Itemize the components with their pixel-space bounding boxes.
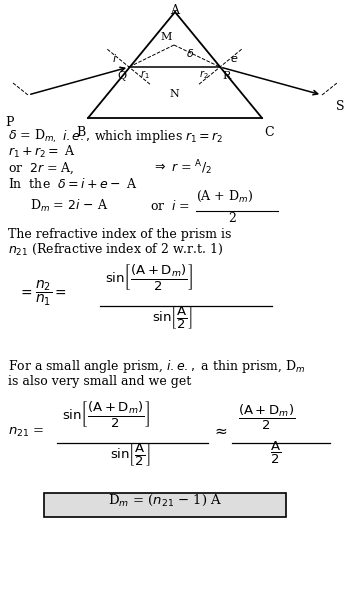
Text: For a small angle prism, $i.e.,$ a thin prism, D$_m$: For a small angle prism, $i.e.,$ a thin … — [8, 358, 306, 375]
Text: $n_{21}$ =: $n_{21}$ = — [8, 426, 44, 439]
Text: $i$: $i$ — [112, 52, 118, 64]
Text: $r_1$: $r_1$ — [140, 68, 150, 81]
Text: $r_1 + r_2 =$ A: $r_1 + r_2 =$ A — [8, 144, 76, 160]
Text: or  $i$ =: or $i$ = — [150, 199, 190, 213]
Text: The refractive index of the prism is: The refractive index of the prism is — [8, 228, 231, 241]
Text: B: B — [76, 126, 86, 139]
Text: $\sin\!\left[\dfrac{(\mathrm{A} + \mathrm{D}_m)}{2}\right]$: $\sin\!\left[\dfrac{(\mathrm{A} + \mathr… — [105, 262, 193, 293]
Text: $\approx$: $\approx$ — [212, 424, 228, 438]
Text: $\sin\!\left[\dfrac{(\mathrm{A} + \mathrm{D}_m)}{2}\right]$: $\sin\!\left[\dfrac{(\mathrm{A} + \mathr… — [62, 400, 150, 429]
Text: $\delta$ = D$_{m,}$: $\delta$ = D$_{m,}$ — [8, 128, 57, 145]
Text: $r_2$: $r_2$ — [199, 68, 209, 81]
Text: $n_{21}$ (Refractive index of 2 w.r.t. 1): $n_{21}$ (Refractive index of 2 w.r.t. 1… — [8, 242, 224, 257]
Text: R: R — [223, 71, 231, 81]
Text: $\dfrac{(\mathrm{A} + \mathrm{D}_m)}{2}$: $\dfrac{(\mathrm{A} + \mathrm{D}_m)}{2}$ — [238, 403, 295, 432]
Text: $\Rightarrow$ $r$ = $^{\mathrm{A}}/_2$: $\Rightarrow$ $r$ = $^{\mathrm{A}}/_2$ — [152, 158, 212, 177]
Text: D$_m$ = $2i$ $-$ A: D$_m$ = $2i$ $-$ A — [30, 198, 108, 214]
Text: N: N — [169, 89, 179, 99]
Text: A: A — [170, 4, 180, 17]
Text: P: P — [5, 117, 14, 129]
Text: D$_m$ = ($n_{21}$ $-$ 1) A: D$_m$ = ($n_{21}$ $-$ 1) A — [108, 492, 222, 507]
Text: Q: Q — [118, 71, 127, 81]
Text: $i.e.,$: $i.e.,$ — [62, 128, 91, 143]
Text: M: M — [161, 32, 172, 42]
Text: C: C — [264, 126, 274, 139]
Text: (A + D$_m$): (A + D$_m$) — [196, 189, 253, 204]
Text: $\sin\!\left[\dfrac{\mathrm{A}}{2}\right]$: $\sin\!\left[\dfrac{\mathrm{A}}{2}\right… — [152, 305, 193, 332]
Text: 2: 2 — [228, 212, 236, 225]
Text: In  the  $\delta = i + e -$ A: In the $\delta = i + e -$ A — [8, 177, 137, 191]
Text: S: S — [336, 101, 344, 114]
Text: or  $2r$ = A,: or $2r$ = A, — [8, 161, 75, 176]
Text: $\delta$: $\delta$ — [186, 47, 194, 59]
Text: $= \dfrac{n_2}{n_1} =$: $= \dfrac{n_2}{n_1} =$ — [18, 279, 67, 308]
Text: $\sin\!\left[\dfrac{\mathrm{A}}{2}\right]$: $\sin\!\left[\dfrac{\mathrm{A}}{2}\right… — [110, 441, 150, 468]
Text: is also very small and we get: is also very small and we get — [8, 375, 191, 388]
Text: which implies $r_1 = r_2$: which implies $r_1 = r_2$ — [94, 128, 224, 145]
Text: $\dfrac{\mathrm{A}}{2}$: $\dfrac{\mathrm{A}}{2}$ — [270, 440, 281, 467]
FancyBboxPatch shape — [44, 493, 286, 517]
Text: $e$: $e$ — [230, 54, 238, 64]
